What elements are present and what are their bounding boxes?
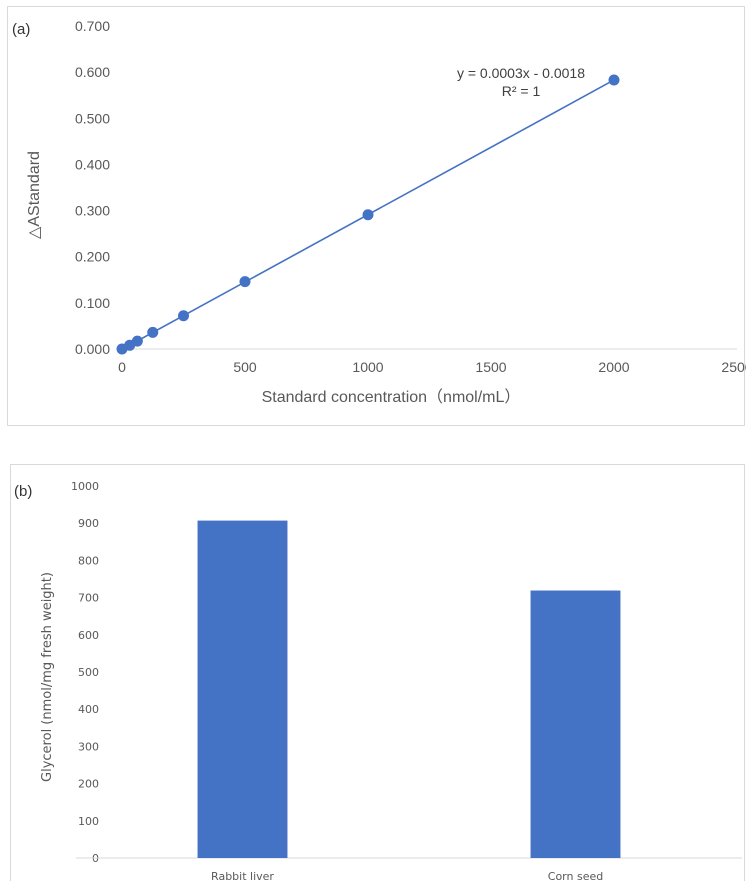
x-tick-label: 2000 [598,359,629,375]
y-tick-label: 0.700 [75,18,110,34]
y-tick-label: 0.200 [75,249,110,265]
x-category-label: Corn seed [548,870,603,882]
y-tick-label: 600 [78,629,99,642]
equation-label: y = 0.0003x - 0.0018 [457,65,585,81]
panel-label-b: (b) [14,483,32,500]
x-category-label: Rabbit liver [211,870,274,882]
y-tick-label: 0.300 [75,203,110,219]
x-tick-label: 500 [233,359,257,375]
x-tick-label: 0 [118,359,126,375]
bar [197,520,288,858]
y-tick-label: 100 [78,815,99,828]
data-point [239,276,251,288]
y-tick-label: 0.600 [75,64,110,80]
y-axis-title: △AStandard [26,151,43,239]
x-tick-label: 1000 [352,359,383,375]
scatter-chart: (a) 0.000 0.100 0.200 0.300 0.400 0.500 0.600 0… [12,18,746,406]
data-point [147,326,159,338]
y-tick-label: 0.400 [75,156,110,172]
y-tick-label: 800 [78,554,99,567]
x-tick-label: 1500 [475,359,506,375]
data-point [178,310,189,322]
y-tick-label: 200 [78,778,99,791]
panel-label-a: (a) [12,21,30,38]
data-point [608,74,620,86]
y-tick-label: 300 [78,740,99,753]
x-axis-title: Standard concentration（nmol/mL） [262,388,521,406]
y-tick-label: 1000 [71,480,99,493]
y-axis-title: Glycerol (nmol/mg fresh weight) [40,572,55,782]
y-tick-label: 900 [78,517,99,530]
y-tick-label: 400 [78,703,99,716]
bar-chart: (b) 01002003004005006007008009001000 Rab… [14,480,742,882]
y-tick-label: 700 [78,592,99,605]
bar [530,590,621,858]
y-tick-label: 0.500 [75,110,110,126]
y-tick-label: 0.100 [75,295,110,311]
x-tick-label: 2500 [721,359,746,375]
r-squared-label: R² = 1 [502,83,541,99]
y-tick-label: 500 [78,666,99,679]
chart-a-panel: (a) 0.000 0.100 0.200 0.300 0.400 0.500 0.600 0… [7,6,746,426]
data-point [362,209,374,221]
data-point [131,335,143,347]
chart-b-panel: (b) 01002003004005006007008009001000 Rab… [10,464,745,882]
y-tick-label: 0.000 [75,341,110,357]
